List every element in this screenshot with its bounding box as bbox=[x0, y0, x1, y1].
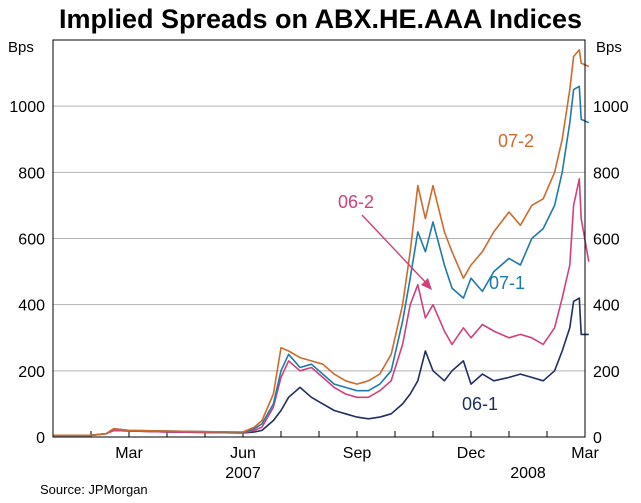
y-tick-label-right-600: 600 bbox=[593, 232, 620, 249]
x-tick-label-2: Sep bbox=[343, 445, 372, 462]
y-tick-label-right-400: 400 bbox=[593, 298, 620, 315]
annotation-06-1: 06-1 bbox=[462, 394, 498, 414]
gridlines bbox=[53, 105, 585, 438]
y-tick-label-left-0: 0 bbox=[36, 430, 45, 447]
series-line-06-1 bbox=[53, 297, 589, 437]
annotation-06-2: 06-2 bbox=[338, 192, 374, 212]
annotation-arrow-06-2 bbox=[361, 214, 430, 287]
series-lines bbox=[53, 49, 590, 437]
y-axis-unit-left: Bps bbox=[8, 39, 34, 56]
series-line-07-2 bbox=[53, 49, 590, 437]
chart-title: Implied Spreads on ABX.HE.AAA Indices bbox=[58, 4, 583, 34]
y-tick-label-left-200: 200 bbox=[18, 364, 45, 381]
series-line-06-2 bbox=[53, 178, 590, 437]
x-axis-labels: Mar Jun Sep Dec Mar 2007 2008 bbox=[115, 445, 599, 482]
y-tick-label-left-1000: 1000 bbox=[9, 99, 45, 116]
annotation-07-1: 07-1 bbox=[489, 273, 525, 293]
y-tick-label-left-400: 400 bbox=[18, 298, 45, 315]
x-year-label-0: 2007 bbox=[225, 465, 261, 482]
plot-frame bbox=[52, 39, 586, 438]
x-year-label-1: 2008 bbox=[510, 465, 546, 482]
series-annotations: 07-2 06-2 07-1 06-1 bbox=[338, 131, 534, 414]
x-tick-label-1: Jun bbox=[230, 445, 256, 462]
annotation-07-2: 07-2 bbox=[498, 131, 534, 151]
y-tick-label-right-0: 0 bbox=[593, 430, 602, 447]
source-note: Source: JPMorgan bbox=[40, 482, 148, 497]
y-axis-unit-right: Bps bbox=[596, 39, 622, 56]
y-tick-label-left-600: 600 bbox=[18, 232, 45, 249]
x-tick-label-0: Mar bbox=[115, 445, 143, 462]
x-tick-label-4: Mar bbox=[571, 445, 599, 462]
y-tick-label-right-200: 200 bbox=[593, 364, 620, 381]
x-tick-label-3: Dec bbox=[457, 445, 485, 462]
y-tick-label-right-1000: 1000 bbox=[593, 99, 629, 116]
y-axis-labels: 0 0 200 200 400 400 600 600 800 800 1000 1000 bbox=[9, 99, 628, 447]
y-tick-label-right-800: 800 bbox=[593, 165, 620, 182]
annotation-arrowhead-06-2 bbox=[421, 278, 432, 290]
y-tick-label-left-800: 800 bbox=[18, 165, 45, 182]
